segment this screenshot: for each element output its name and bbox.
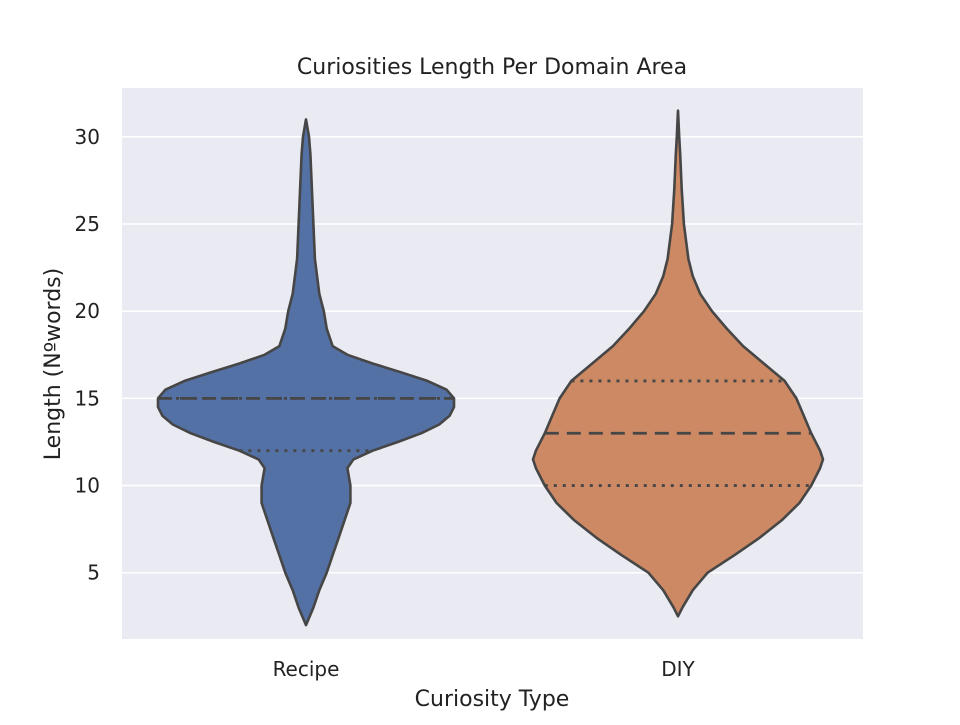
y-tick-labels: 5 10 15 20 25 30 bbox=[75, 125, 100, 585]
violin-diy bbox=[531, 109, 825, 618]
y-tick-label: 10 bbox=[75, 474, 100, 498]
y-tick-label: 5 bbox=[87, 561, 100, 585]
y-tick-label: 15 bbox=[75, 386, 100, 410]
y-tick-label: 30 bbox=[75, 125, 100, 149]
x-tick-label: Recipe bbox=[273, 657, 340, 681]
y-tick-label: 25 bbox=[75, 212, 100, 236]
chart-title: Curiosities Length Per Domain Area bbox=[297, 55, 687, 80]
x-axis-label: Curiosity Type bbox=[415, 687, 570, 712]
y-tick-label: 20 bbox=[75, 299, 100, 323]
y-axis-label: Length (Nºwords) bbox=[41, 268, 66, 460]
x-tick-label: DIY bbox=[661, 657, 695, 681]
x-tick-labels: Recipe DIY bbox=[273, 657, 696, 681]
violin-recipe bbox=[156, 118, 456, 627]
violins bbox=[156, 109, 825, 627]
